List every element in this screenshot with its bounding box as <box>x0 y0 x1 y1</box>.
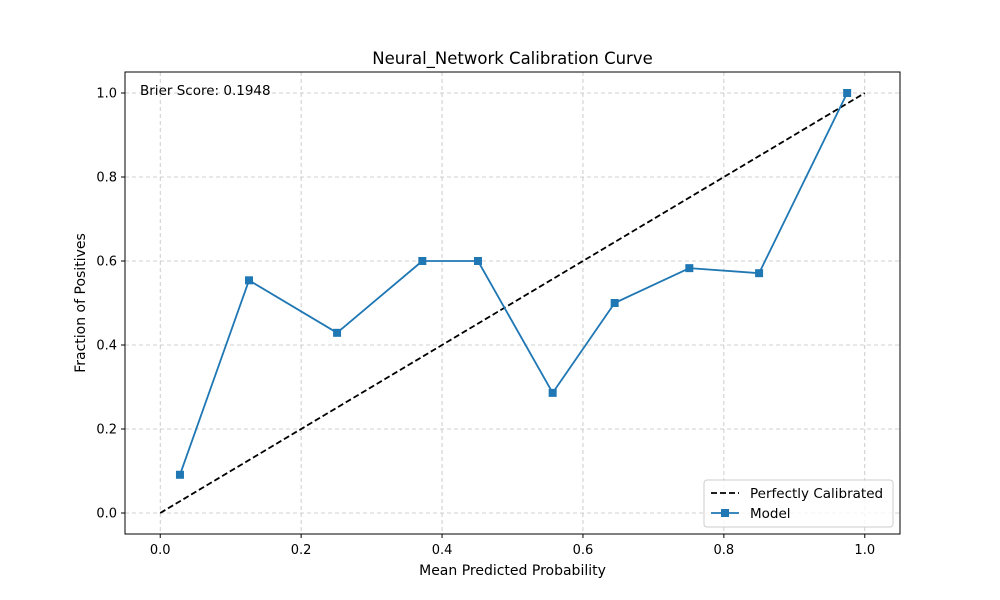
chart-title: Neural_Network Calibration Curve <box>372 49 653 69</box>
x-tick-label: 0.8 <box>714 543 735 558</box>
y-tick-label: 0.0 <box>96 507 117 522</box>
y-tick-label: 1.0 <box>96 87 117 102</box>
series-line-model <box>179 92 848 476</box>
data-point-model <box>245 276 253 285</box>
ticks: 0.0 0.2 0.4 0.6 0.8 1.0 0.0 0.2 0.4 0.6 0.8 1.0 <box>96 87 875 559</box>
series-line-perfectly-calibrated <box>159 92 866 514</box>
data-point-model <box>685 264 694 273</box>
data-point-model <box>843 89 852 97</box>
data-point-model <box>610 299 619 307</box>
legend-label-model: Model <box>750 506 791 522</box>
plot-frame <box>124 71 901 535</box>
data-point-model <box>548 388 557 397</box>
x-tick-label: 0.2 <box>291 543 312 558</box>
series-layer <box>159 89 866 514</box>
y-tick-label: 0.6 <box>96 255 117 270</box>
x-tick-label: 1.0 <box>854 543 875 558</box>
legend-swatch-model-marker <box>721 509 729 517</box>
brier-score-annotation: Brier Score: 0.1948 <box>140 83 271 99</box>
x-tick-label: 0.6 <box>573 543 594 558</box>
data-point-model <box>755 269 764 278</box>
legend-box <box>703 479 894 528</box>
data-point-model <box>418 257 427 265</box>
y-tick-label: 0.2 <box>96 423 117 438</box>
data-point-model <box>473 257 482 265</box>
y-tick-label: 0.4 <box>96 339 117 354</box>
data-point-model <box>175 470 184 479</box>
data-point-model <box>333 328 342 337</box>
x-tick-label: 0.4 <box>432 543 453 558</box>
grid <box>125 72 900 534</box>
legend: Perfectly Calibrated Model <box>703 479 894 528</box>
y-tick-label: 0.8 <box>96 171 117 186</box>
x-axis-title: Mean Predicted Probability <box>419 563 606 579</box>
x-tick-label: 0.0 <box>150 543 171 558</box>
legend-label-perfectly-calibrated: Perfectly Calibrated <box>750 486 883 502</box>
y-axis-title: Fraction of Positives <box>73 233 89 373</box>
